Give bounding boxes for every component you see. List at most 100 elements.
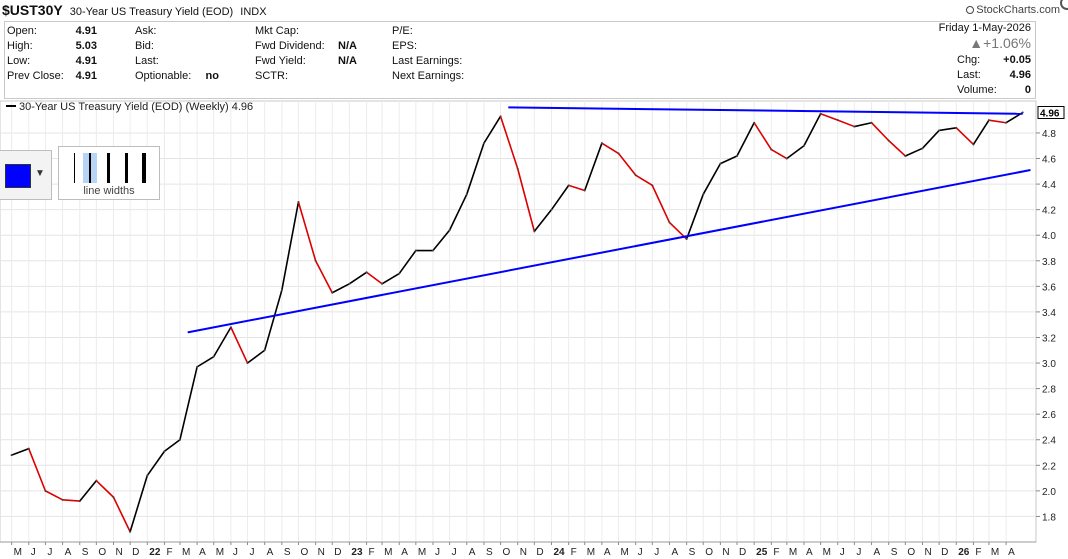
line-widths-label: line widths — [83, 185, 135, 197]
data-point — [112, 496, 115, 499]
data-point — [617, 152, 620, 155]
series-segment — [921, 129, 940, 150]
x-tick-label: D — [941, 547, 948, 558]
series-segment — [348, 271, 368, 285]
series-segment — [146, 450, 166, 477]
y-tick-label: 3.4 — [1042, 308, 1056, 319]
quote-value: 0 — [1024, 84, 1031, 96]
data-point — [770, 148, 773, 151]
data-point — [634, 174, 637, 177]
data-point — [702, 193, 705, 196]
series-segment — [95, 479, 115, 499]
series-segment — [196, 355, 215, 368]
y-tick-label: 1.8 — [1042, 512, 1056, 523]
x-tick-label: J — [435, 547, 440, 558]
quote-label: EPS: — [392, 40, 418, 52]
quote-label: Mkt Cap: — [255, 25, 300, 37]
quote-label: Optionable: — [135, 70, 192, 82]
x-tick-label: A — [469, 547, 476, 558]
x-tick-label: M — [418, 547, 426, 558]
x-tick-label: N — [520, 547, 527, 558]
data-point — [668, 221, 671, 224]
series-segment — [331, 282, 351, 294]
series-segment — [112, 496, 131, 533]
quote-value: 4.91 — [75, 55, 97, 67]
x-tick-label: A — [671, 547, 678, 558]
y-tick-label: 4.6 — [1042, 155, 1056, 166]
y-tick-label: 2.6 — [1042, 410, 1056, 421]
quote-label: SCTR: — [255, 70, 288, 82]
series-segment — [281, 201, 300, 291]
x-tick-label: M — [384, 547, 392, 558]
quote-label: Prev Close: — [7, 70, 64, 82]
series-segment — [786, 144, 805, 160]
y-tick-label: 3.8 — [1042, 257, 1056, 268]
series-segment — [870, 121, 890, 142]
x-tick-label: J — [452, 547, 457, 558]
series-segment — [601, 142, 620, 155]
x-tick-label: A — [806, 547, 813, 558]
data-point — [499, 115, 502, 118]
x-tick-label: M — [216, 547, 224, 558]
series-segment — [297, 201, 317, 262]
quote-value: 4.91 — [75, 25, 97, 37]
x-tick-label: F — [369, 547, 375, 558]
series-segment — [770, 148, 788, 160]
color-picker[interactable]: ▼ — [0, 150, 52, 200]
data-point — [27, 447, 30, 450]
x-tick-label: A — [267, 547, 274, 558]
data-point — [921, 147, 924, 150]
x-tick-label: M — [182, 547, 190, 558]
x-tick-label: D — [536, 547, 543, 558]
dropdown-arrow-icon[interactable]: ▼ — [35, 168, 45, 179]
series-segment — [567, 184, 586, 192]
trendline — [187, 169, 1031, 334]
y-tick-label: 3.2 — [1042, 333, 1056, 344]
line-width-option-2[interactable] — [83, 153, 97, 183]
series-segment — [955, 127, 975, 146]
data-point — [212, 355, 215, 358]
quote-panel: Open: 4.91 High: 5.03 Low: 4.91 Prev Close: 4.9… — [4, 21, 1036, 99]
brand-name: StockCharts.com — [976, 4, 1060, 16]
series-segment — [499, 115, 519, 170]
data-point — [448, 229, 451, 232]
y-tick-label: 2.8 — [1042, 385, 1056, 396]
x-tick-label: J — [31, 547, 36, 558]
line-width-option-5[interactable] — [137, 153, 151, 183]
data-point — [482, 142, 485, 145]
data-point — [129, 530, 132, 533]
x-tick-label: O — [705, 547, 713, 558]
data-point — [432, 249, 435, 252]
series-segment — [398, 249, 417, 275]
x-tick-label: N — [318, 547, 325, 558]
quote-label: Fwd Dividend: — [255, 40, 325, 52]
quote-value: N/A — [338, 55, 357, 67]
x-tick-label: A — [199, 547, 206, 558]
x-tick-label: S — [689, 547, 696, 558]
data-point — [78, 500, 81, 503]
quote-label: Low: — [7, 55, 31, 67]
line-width-option-1[interactable] — [67, 153, 81, 183]
y-tick-label: 3.0 — [1042, 359, 1056, 370]
data-point — [146, 474, 149, 477]
quote-value: 4.91 — [75, 70, 97, 82]
data-point — [314, 259, 317, 262]
x-tick-label: F — [975, 547, 981, 558]
x-tick-label: 23 — [351, 547, 363, 558]
series-segment — [617, 152, 637, 176]
series-segment — [938, 127, 958, 132]
x-tick-label: J — [840, 547, 845, 558]
line-width-option-4[interactable] — [119, 153, 133, 183]
data-point — [735, 154, 738, 157]
data-point — [651, 184, 654, 187]
price-chart: 1.8 2.0 2.2 2.4 2.6 2.8 3.0 3.2 3.4 3.6 3.8 4.0 4.2 4… — [0, 100, 1065, 558]
x-tick-label: M — [991, 547, 999, 558]
line-width-option-3[interactable] — [101, 153, 115, 183]
data-point — [61, 498, 64, 501]
data-point — [685, 238, 688, 241]
quote-label: Ask: — [135, 25, 157, 37]
y-tick-label: 3.6 — [1042, 282, 1056, 293]
data-point — [550, 208, 553, 211]
color-swatch[interactable] — [5, 164, 31, 188]
